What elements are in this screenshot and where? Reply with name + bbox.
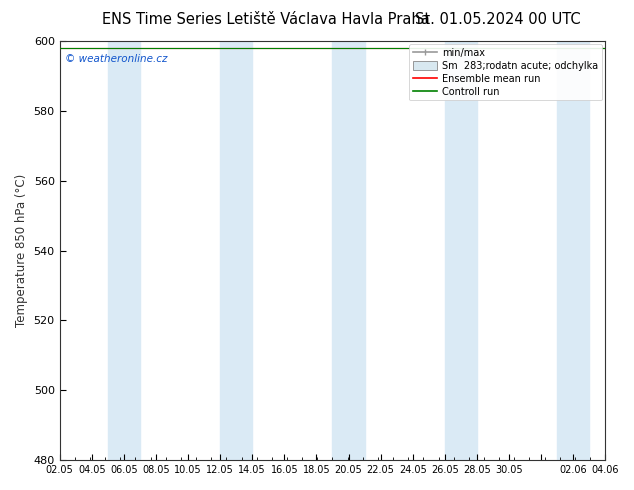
Bar — [332, 41, 365, 460]
Bar — [220, 41, 252, 460]
Text: ENS Time Series Letiště Václava Havla Praha: ENS Time Series Letiště Václava Havla Pr… — [103, 12, 430, 27]
Text: © weatheronline.cz: © weatheronline.cz — [65, 53, 167, 64]
Bar — [108, 41, 140, 460]
Bar — [445, 41, 477, 460]
Text: St. 01.05.2024 00 UTC: St. 01.05.2024 00 UTC — [415, 12, 581, 27]
Bar — [557, 41, 589, 460]
Y-axis label: Temperature 850 hPa (°C): Temperature 850 hPa (°C) — [15, 174, 28, 327]
Legend: min/max, Sm  283;rodatn acute; odchylka, Ensemble mean run, Controll run: min/max, Sm 283;rodatn acute; odchylka, … — [410, 44, 602, 100]
